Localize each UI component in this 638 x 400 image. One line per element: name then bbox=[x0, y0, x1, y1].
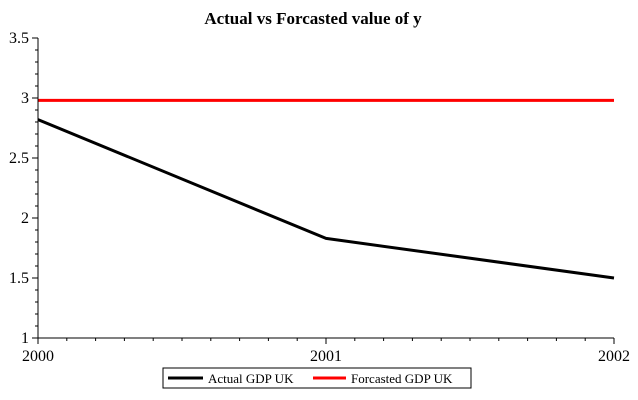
y-tick-label: 3 bbox=[21, 90, 29, 107]
x-axis-ticks bbox=[37, 338, 615, 344]
x-axis-tick-labels: 2000 2001 2002 bbox=[22, 348, 630, 365]
y-axis-ticks bbox=[32, 37, 38, 339]
x-tick-label: 2001 bbox=[310, 348, 342, 365]
series-line-actual-gdp-uk bbox=[37, 118, 615, 280]
legend: Actual GDP UK Forcasted GDP UK bbox=[162, 367, 472, 389]
y-axis-tick-labels: 1 1.5 2 2.5 3 3.5 bbox=[9, 30, 29, 347]
plot-lines bbox=[37, 98, 615, 280]
y-tick-label: 3.5 bbox=[9, 30, 29, 47]
legend-label-actual-gdp-uk: Actual GDP UK bbox=[208, 371, 294, 386]
legend-label-forcasted-gdp-uk: Forcasted GDP UK bbox=[351, 371, 453, 386]
x-tick-label: 2002 bbox=[598, 348, 630, 365]
chart-title: Actual vs Forcasted value of y bbox=[204, 9, 422, 28]
y-tick-label: 2.5 bbox=[9, 150, 29, 167]
y-tick-label: 1 bbox=[21, 330, 29, 347]
y-tick-label: 1.5 bbox=[9, 270, 29, 287]
x-tick-label: 2000 bbox=[22, 348, 54, 365]
axes bbox=[37, 38, 614, 339]
y-tick-label: 2 bbox=[21, 210, 29, 227]
